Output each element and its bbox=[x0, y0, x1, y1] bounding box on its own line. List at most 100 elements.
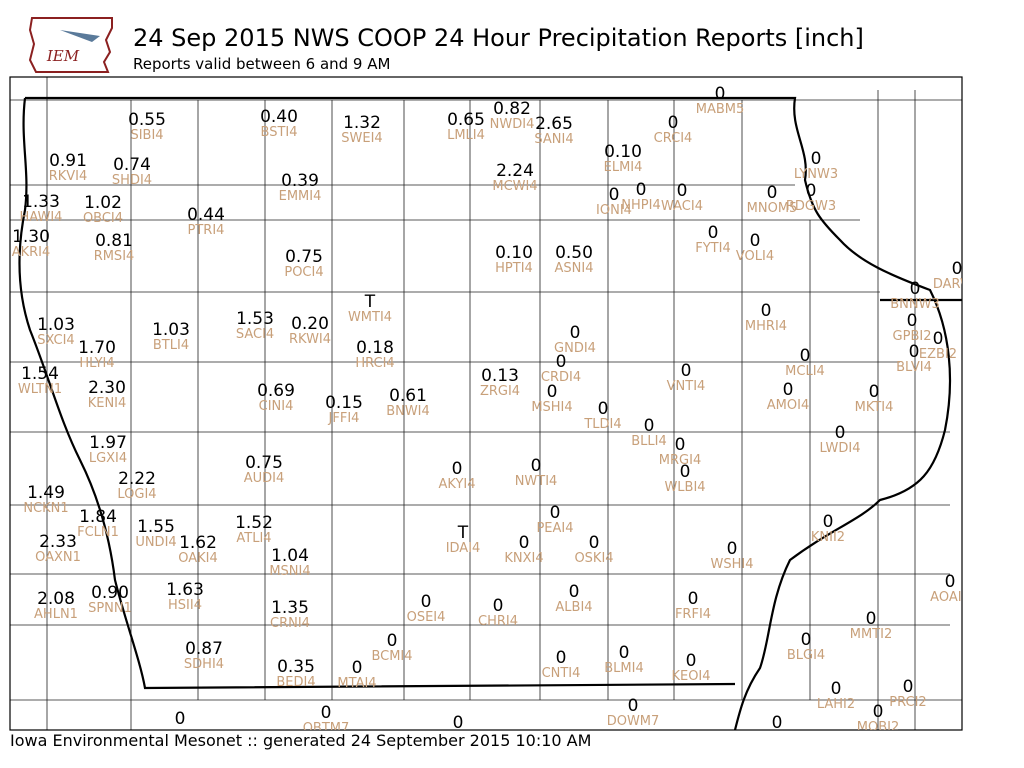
logo: IEM bbox=[28, 17, 113, 73]
station-value: 0 bbox=[688, 589, 699, 609]
station-id: SACI4 bbox=[236, 327, 274, 342]
station-id: BLVI4 bbox=[896, 360, 932, 375]
station-id: ASNI4 bbox=[555, 261, 594, 276]
station-value: 0.15 bbox=[325, 393, 363, 413]
station-id: OBTM7 bbox=[303, 721, 350, 736]
station-value: 0 bbox=[598, 399, 609, 419]
station-id: KENI4 bbox=[88, 396, 127, 411]
station-value: 0.44 bbox=[187, 205, 225, 225]
station-value: 0.91 bbox=[49, 151, 87, 171]
station-value: T bbox=[457, 523, 469, 543]
station-value: 0 bbox=[823, 512, 834, 532]
station-value: 0.40 bbox=[260, 107, 298, 127]
station-id: BLLI4 bbox=[631, 434, 667, 449]
logo-text: IEM bbox=[46, 47, 80, 65]
station-value: 0 bbox=[806, 181, 817, 201]
station-id: JFFI4 bbox=[328, 411, 360, 426]
station-id: AHLN1 bbox=[34, 607, 78, 622]
station-value: 0 bbox=[801, 630, 812, 650]
station-value: 0 bbox=[708, 223, 719, 243]
station-id: DOWM7 bbox=[607, 714, 660, 729]
station-value: 1.52 bbox=[235, 513, 273, 533]
station-id: CRNI4 bbox=[270, 616, 310, 631]
station-id: AMOI4 bbox=[767, 398, 809, 413]
station-value: 0 bbox=[547, 382, 558, 402]
station-value: 1.84 bbox=[79, 507, 117, 527]
station-value: 0 bbox=[933, 329, 944, 349]
station-value: 0.13 bbox=[481, 366, 519, 386]
station-id: RKWI4 bbox=[289, 332, 331, 347]
station-value: 0 bbox=[519, 533, 530, 553]
station-id: CNTI4 bbox=[542, 666, 581, 681]
station-value: 0 bbox=[800, 346, 811, 366]
station-id: OSKI4 bbox=[574, 551, 613, 566]
station-id: RMSI4 bbox=[94, 249, 135, 264]
station-id: ELMI4 bbox=[604, 160, 643, 175]
station-value: 0 bbox=[668, 113, 679, 133]
station-value: 1.49 bbox=[27, 483, 65, 503]
station-id: EZBI2 bbox=[919, 347, 957, 362]
station-id: MKTI4 bbox=[855, 400, 894, 415]
station-value: 0.39 bbox=[281, 171, 319, 191]
station-id: MOBI2 bbox=[857, 720, 899, 735]
station-id: BLMI4 bbox=[604, 661, 643, 676]
station-value: 0 bbox=[556, 352, 567, 372]
station-value: 2.30 bbox=[88, 378, 126, 398]
station-value: 0 bbox=[761, 301, 772, 321]
station-id: LWDI4 bbox=[819, 441, 860, 456]
station-id: POCI4 bbox=[284, 265, 323, 280]
station-value: 0 bbox=[675, 435, 686, 455]
station-value: 1.53 bbox=[236, 309, 274, 329]
station-id: VOLI4 bbox=[736, 249, 774, 264]
station-value: 0 bbox=[715, 84, 726, 104]
station-id: MCWI4 bbox=[492, 179, 537, 194]
station-id: HLYI4 bbox=[79, 356, 114, 371]
station-id: MHRI4 bbox=[745, 319, 787, 334]
station-value: 1.55 bbox=[137, 517, 175, 537]
station-id: NCKN1 bbox=[23, 501, 68, 516]
station-value: 2.33 bbox=[39, 532, 77, 552]
station-id: NWTI4 bbox=[515, 474, 558, 489]
station-id: OSEI4 bbox=[407, 610, 446, 625]
station-id: GPBI2 bbox=[893, 329, 932, 344]
station-value: 1.70 bbox=[78, 338, 116, 358]
station-value: 1.97 bbox=[89, 433, 127, 453]
station-id: MMTI2 bbox=[850, 627, 892, 642]
station-id: AUDI4 bbox=[244, 471, 285, 486]
station-value: 0 bbox=[866, 609, 877, 629]
station-id: WLBI4 bbox=[664, 480, 705, 495]
station-id: EMMI4 bbox=[279, 189, 322, 204]
station-id: MABM5 bbox=[696, 102, 745, 117]
station-value: 1.02 bbox=[84, 193, 122, 213]
station-id: IONI4 bbox=[596, 203, 632, 218]
station-id: WACI4 bbox=[661, 199, 703, 214]
station-value: 0.82 bbox=[493, 99, 531, 119]
station-value: T bbox=[364, 292, 376, 312]
station-id: MSHI4 bbox=[531, 400, 572, 415]
station-id: PEAI4 bbox=[536, 521, 573, 536]
station-id: MRGI4 bbox=[659, 453, 701, 468]
station-id: SHDI4 bbox=[112, 173, 152, 188]
station-id: AOAI4 bbox=[930, 590, 970, 605]
station-value: 0 bbox=[644, 416, 655, 436]
station-id: NWDI4 bbox=[490, 117, 535, 132]
station-value: 0.90 bbox=[91, 583, 129, 603]
station-id: HAWI4 bbox=[20, 210, 63, 225]
station-value: 0 bbox=[686, 651, 697, 671]
station-value: 0.75 bbox=[285, 247, 323, 267]
station-value: 0 bbox=[680, 462, 691, 482]
station-value: 0 bbox=[831, 679, 842, 699]
station-value: 0 bbox=[903, 677, 914, 697]
station-id: LMLI4 bbox=[447, 128, 485, 143]
station-id: CRCI4 bbox=[654, 131, 693, 146]
station-value: 0 bbox=[811, 149, 822, 169]
station-id: IDAI4 bbox=[446, 541, 481, 556]
station-id: CRDI4 bbox=[541, 370, 581, 385]
station-value: 0 bbox=[772, 713, 783, 733]
station-value: 0.87 bbox=[185, 639, 223, 659]
station-id: AKRI4 bbox=[12, 245, 51, 260]
station-id: BTLI4 bbox=[153, 338, 189, 353]
station-value: 1.03 bbox=[37, 315, 75, 335]
station-value: 0 bbox=[681, 361, 692, 381]
